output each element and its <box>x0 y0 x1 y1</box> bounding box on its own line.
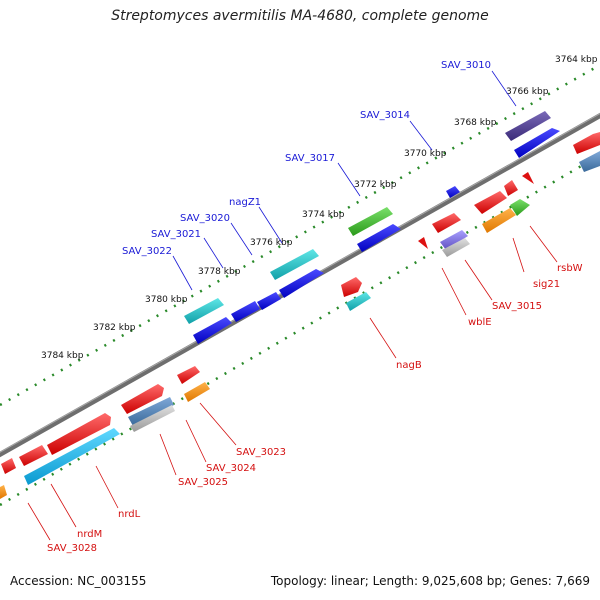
gene-blue-3[interactable] <box>257 292 281 310</box>
gene-blue-5[interactable] <box>193 317 232 344</box>
gene-sav3010-a[interactable] <box>505 111 551 141</box>
gene-steel[interactable] <box>128 397 174 426</box>
label-sav3014[interactable]: SAV_3014 <box>360 110 410 121</box>
gene-nagb-red[interactable] <box>341 277 362 297</box>
gene-red-d[interactable] <box>1 458 16 474</box>
gene-red-rt3[interactable] <box>504 180 518 196</box>
gene-cyan-long[interactable] <box>24 428 120 485</box>
gene-labels-lower: rsbW sig21 SAV_3015 wblE nagB SAV_3023 S… <box>47 263 583 554</box>
label-sav3021[interactable]: SAV_3021 <box>151 229 201 240</box>
label-wble[interactable]: wblE <box>468 317 492 328</box>
tick-3768: 3768 kbp <box>454 118 497 128</box>
gene-green[interactable] <box>348 207 393 236</box>
genome-stats-text: Topology: linear; Length: 9,025,608 bp; … <box>270 574 590 588</box>
gene-rsbw[interactable] <box>474 191 507 214</box>
gene-sig21-orange[interactable] <box>482 208 516 233</box>
label-sav3024[interactable]: SAV_3024 <box>206 463 256 474</box>
gene-orange-a[interactable] <box>184 382 210 402</box>
gene-red-small[interactable] <box>418 237 428 249</box>
gene-red-rt2[interactable] <box>522 172 534 184</box>
tick-3766: 3766 kbp <box>506 87 549 97</box>
tick-3774: 3774 kbp <box>302 210 345 220</box>
ruler-tick-labels: 3764 kbp 3766 kbp 3768 kbp 3770 kbp 3772… <box>41 55 598 361</box>
label-nrdm[interactable]: nrdM <box>77 529 102 540</box>
label-sig21[interactable]: sig21 <box>533 279 560 290</box>
gene-steel-rt[interactable] <box>579 151 600 172</box>
label-sav3028[interactable]: SAV_3028 <box>47 543 97 554</box>
gene-red-a[interactable] <box>121 384 164 414</box>
gene-small-blue[interactable] <box>446 186 460 198</box>
genome-title: Streptomyces avermitilis MA-4680, comple… <box>111 8 489 24</box>
gene-blue-4[interactable] <box>231 301 260 322</box>
gene-sav3015[interactable] <box>432 213 461 233</box>
gene-grey-small[interactable] <box>130 405 175 432</box>
gene-blue-2[interactable] <box>279 269 324 298</box>
label-sav3025[interactable]: SAV_3025 <box>178 477 228 488</box>
label-nagz1[interactable]: nagZ1 <box>229 197 261 208</box>
tick-3776: 3776 kbp <box>250 238 293 248</box>
gene-red-rt1[interactable] <box>573 132 600 154</box>
gene-red-e[interactable] <box>177 366 200 384</box>
gene-red-c[interactable] <box>19 445 48 466</box>
tick-3778: 3778 kbp <box>198 267 241 277</box>
gene-nagb-teal[interactable] <box>346 292 371 311</box>
gene-wble-grey[interactable] <box>442 238 470 257</box>
label-sav3015[interactable]: SAV_3015 <box>492 301 542 312</box>
lower-strand-genes <box>341 132 600 311</box>
tick-3784: 3784 kbp <box>41 351 84 361</box>
gene-blue-1[interactable] <box>357 224 401 252</box>
accession-text: Accession: NC_003155 <box>10 574 147 588</box>
upper-strand-genes <box>0 111 560 499</box>
label-sav3020[interactable]: SAV_3020 <box>180 213 230 224</box>
label-sav3023[interactable]: SAV_3023 <box>236 447 286 458</box>
gene-nagz1[interactable] <box>270 249 319 280</box>
label-nagb[interactable]: nagB <box>396 360 422 371</box>
label-sav3017[interactable]: SAV_3017 <box>285 153 335 164</box>
gene-orange-edge[interactable] <box>0 485 7 499</box>
tick-3764: 3764 kbp <box>555 55 598 65</box>
label-rsbw[interactable]: rsbW <box>557 263 583 274</box>
gene-red-b[interactable] <box>47 413 111 455</box>
lower-ruler <box>0 153 600 507</box>
upper-ruler <box>0 63 600 407</box>
gene-wble-lav[interactable] <box>440 230 468 250</box>
tick-3770: 3770 kbp <box>404 149 447 159</box>
tick-3772: 3772 kbp <box>354 180 397 190</box>
gene-sav3010-b[interactable] <box>514 128 560 158</box>
gene-labels-upper: SAV_3010 SAV_3014 SAV_3017 nagZ1 SAV_302… <box>122 60 491 257</box>
label-nrdl[interactable]: nrdL <box>118 509 141 520</box>
label-sav3010[interactable]: SAV_3010 <box>441 60 491 71</box>
gene-sig21-green[interactable] <box>510 199 530 216</box>
tick-3780: 3780 kbp <box>145 295 188 305</box>
tick-3782: 3782 kbp <box>93 323 136 333</box>
label-sav3022[interactable]: SAV_3022 <box>122 246 172 257</box>
gene-sav3022[interactable] <box>184 298 224 324</box>
label-leaders <box>27 70 558 541</box>
